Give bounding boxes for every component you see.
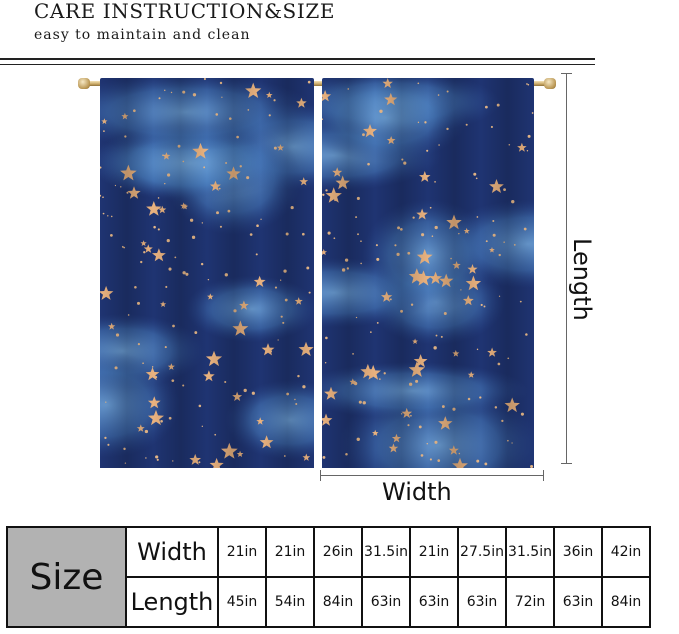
width-tick-left: [320, 470, 321, 481]
width-label: Width: [382, 478, 452, 506]
length-tick-bottom: [561, 463, 572, 464]
size-label: Size: [6, 526, 127, 628]
header-rule-thin: [0, 64, 595, 65]
width-tick-right: [543, 470, 544, 481]
width-value: 21in: [217, 526, 267, 578]
width-value: 26in: [313, 526, 363, 578]
header-title: CARE INSTRUCTION&SIZE: [34, 0, 336, 23]
length-value: 84in: [601, 576, 651, 628]
width-row-label: Width: [125, 526, 219, 578]
length-value: 84in: [313, 576, 363, 628]
size-table: Size Width 21in 21in 26in 31.5in 21in 27…: [6, 526, 651, 628]
length-value: 63in: [409, 576, 459, 628]
width-value: 31.5in: [505, 526, 555, 578]
length-value: 63in: [361, 576, 411, 628]
length-dimension-line: [566, 73, 567, 464]
rod-finial-left: [78, 78, 90, 89]
width-value: 21in: [265, 526, 315, 578]
width-value: 21in: [409, 526, 459, 578]
length-value: 63in: [457, 576, 507, 628]
length-label: Length: [568, 238, 596, 321]
length-tick-top: [561, 73, 572, 74]
rod-finial-right: [544, 78, 556, 89]
fabric-fold-shading: [100, 78, 314, 468]
header-subtitle: easy to maintain and clean: [34, 27, 251, 43]
width-dimension-line: [320, 475, 544, 476]
width-value: 31.5in: [361, 526, 411, 578]
curtain-panel-right: [322, 78, 534, 468]
length-value: 72in: [505, 576, 555, 628]
curtain-panel-left: [100, 78, 314, 468]
length-value: 63in: [553, 576, 603, 628]
curtain-rod: [80, 81, 556, 86]
length-row-label: Length: [125, 576, 219, 628]
header-rule: [0, 58, 595, 60]
width-value: 42in: [601, 526, 651, 578]
length-value: 54in: [265, 576, 315, 628]
width-value: 27.5in: [457, 526, 507, 578]
length-value: 45in: [217, 576, 267, 628]
fabric-fold-shading: [322, 78, 534, 468]
width-value: 36in: [553, 526, 603, 578]
